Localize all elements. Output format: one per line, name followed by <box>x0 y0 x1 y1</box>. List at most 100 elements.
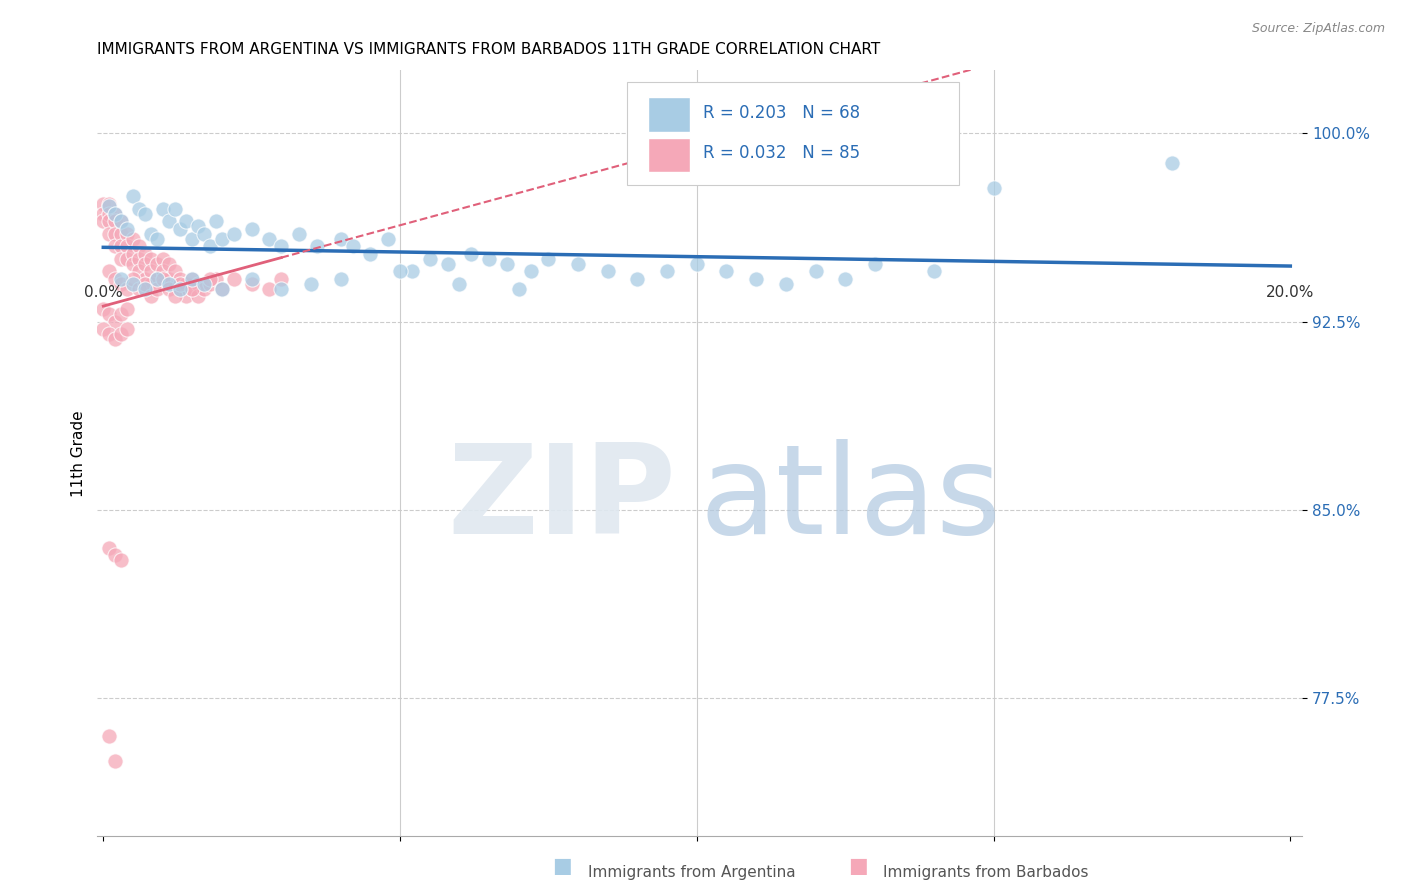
Point <box>110 272 132 286</box>
Text: R = 0.032   N = 85: R = 0.032 N = 85 <box>703 145 860 162</box>
Point <box>134 282 156 296</box>
Point <box>169 277 191 291</box>
Point <box>205 214 228 228</box>
Point <box>193 227 215 241</box>
Point <box>104 754 127 768</box>
Point <box>122 189 145 203</box>
Point <box>259 232 281 246</box>
Point <box>270 282 292 296</box>
Point <box>110 227 132 241</box>
Point <box>922 264 945 278</box>
Point <box>240 272 263 286</box>
Point <box>98 206 121 220</box>
Y-axis label: 11th Grade: 11th Grade <box>72 410 86 497</box>
Point <box>139 289 162 303</box>
Point <box>193 277 215 291</box>
Text: ZIP: ZIP <box>447 439 676 560</box>
Point <box>104 332 127 346</box>
Point <box>686 257 709 271</box>
Point <box>655 264 678 278</box>
Point <box>128 264 150 278</box>
Point <box>110 277 132 291</box>
Point <box>211 282 233 296</box>
Point <box>519 264 541 278</box>
Point <box>104 315 127 329</box>
Point <box>596 264 619 278</box>
Point <box>91 322 114 336</box>
Point <box>401 264 423 278</box>
Point <box>449 277 471 291</box>
Point <box>122 232 145 246</box>
Point <box>157 214 180 228</box>
Point <box>436 257 458 271</box>
Point <box>110 307 132 321</box>
Point <box>115 252 138 266</box>
Point <box>163 202 186 216</box>
Point <box>98 227 121 241</box>
Point <box>122 246 145 260</box>
Point <box>98 196 121 211</box>
Point <box>115 282 138 296</box>
Point <box>567 257 589 271</box>
Point <box>139 252 162 266</box>
Point <box>193 282 215 296</box>
Point <box>270 239 292 253</box>
Point <box>98 729 121 743</box>
Text: 20.0%: 20.0% <box>1267 285 1315 300</box>
Point <box>98 264 121 278</box>
Point <box>163 289 186 303</box>
Point <box>342 239 364 253</box>
Text: Immigrants from Barbados: Immigrants from Barbados <box>883 865 1088 880</box>
Point <box>181 282 204 296</box>
Point <box>169 282 191 296</box>
Point <box>134 206 156 220</box>
Point <box>91 206 114 220</box>
Point <box>181 272 204 286</box>
Point <box>104 548 127 562</box>
Point <box>198 277 221 291</box>
Text: ■: ■ <box>848 856 868 876</box>
Point <box>389 264 412 278</box>
Point <box>329 272 352 286</box>
Point <box>134 257 156 271</box>
Point <box>205 272 228 286</box>
Point <box>359 246 381 260</box>
Point <box>122 272 145 286</box>
Point <box>152 252 174 266</box>
Point <box>139 277 162 291</box>
Bar <box>648 138 690 172</box>
Point <box>537 252 560 266</box>
Point <box>134 246 156 260</box>
Point <box>198 272 221 286</box>
Text: Immigrants from Argentina: Immigrants from Argentina <box>588 865 796 880</box>
Point <box>152 264 174 278</box>
Point <box>128 282 150 296</box>
Point <box>110 239 132 253</box>
Point <box>110 327 132 342</box>
Text: ■: ■ <box>553 856 572 876</box>
Point <box>775 277 797 291</box>
Point <box>110 214 132 228</box>
Point <box>104 206 127 220</box>
Point <box>163 277 186 291</box>
Point <box>115 221 138 235</box>
Point <box>110 252 132 266</box>
Point <box>626 272 648 286</box>
Text: IMMIGRANTS FROM ARGENTINA VS IMMIGRANTS FROM BARBADOS 11TH GRADE CORRELATION CHA: IMMIGRANTS FROM ARGENTINA VS IMMIGRANTS … <box>97 42 880 57</box>
Point <box>104 214 127 228</box>
Point <box>104 227 127 241</box>
Point <box>270 272 292 286</box>
Point <box>115 227 138 241</box>
Point <box>152 277 174 291</box>
Point <box>145 272 167 286</box>
Point <box>134 277 156 291</box>
Point <box>187 277 209 291</box>
Point <box>128 202 150 216</box>
Point <box>98 307 121 321</box>
Point <box>169 272 191 286</box>
Point <box>259 282 281 296</box>
Point <box>91 196 114 211</box>
Point <box>152 272 174 286</box>
Point <box>222 272 245 286</box>
Point <box>115 322 138 336</box>
